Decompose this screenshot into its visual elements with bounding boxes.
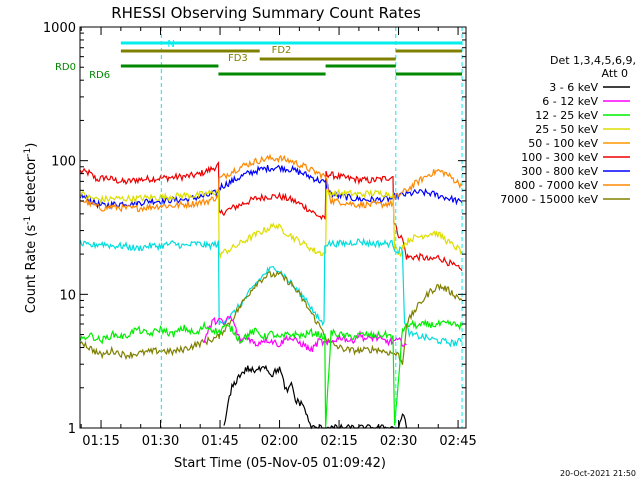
legend-entry-6: 300 - 800 keV bbox=[521, 165, 598, 178]
series-s_6_12 bbox=[203, 315, 407, 353]
x-tick-label-3: 02:00 bbox=[261, 434, 298, 449]
y-axis-label: Count Rate (s-1 detector-1) bbox=[23, 143, 39, 314]
y-axis-label-main: Count Rate (s bbox=[24, 225, 39, 314]
y-axis-label-mid: detector bbox=[24, 156, 39, 216]
series-s_12_25_cyan bbox=[79, 237, 463, 348]
plot-frame bbox=[79, 26, 467, 429]
chart-title: RHESSI Observing Summary Count Rates bbox=[111, 4, 421, 22]
series-s_100_300 bbox=[79, 161, 463, 272]
x-tick-label-1: 01:30 bbox=[142, 434, 179, 449]
series-s_12_25 bbox=[79, 318, 463, 429]
y-tick-label-0: 1 bbox=[68, 422, 76, 437]
flag-rd0-label: RD0 bbox=[55, 62, 76, 73]
legend-header-2: Att 0 bbox=[602, 67, 628, 80]
legend-entry-5: 100 - 300 keV bbox=[521, 151, 598, 164]
x-tick-label-2: 01:45 bbox=[201, 434, 238, 449]
x-tick-label-6: 02:45 bbox=[439, 434, 476, 449]
y-tick-label-2: 100 bbox=[51, 155, 76, 170]
legend-entry-0: 3 - 6 keV bbox=[549, 81, 598, 94]
y-axis-label-end: ) bbox=[24, 143, 39, 148]
legend-entry-8: 7000 - 15000 keV bbox=[500, 193, 598, 206]
legend-entry-1: 6 - 12 keV bbox=[542, 95, 598, 108]
series-s_300_800 bbox=[79, 164, 463, 210]
legend-entry-2: 12 - 25 keV bbox=[535, 109, 598, 122]
series-s_800_7000 bbox=[80, 153, 463, 213]
legend-entry-7: 800 - 7000 keV bbox=[514, 179, 598, 192]
y-axis-label-sup2: -1 bbox=[23, 148, 33, 157]
legend-entry-3: 25 - 50 keV bbox=[535, 123, 598, 136]
flag-n-label: N bbox=[167, 39, 174, 50]
legend-entry-4: 50 - 100 keV bbox=[528, 137, 598, 150]
y-tick-label-1: 10 bbox=[59, 288, 76, 303]
x-tick-label-4: 02:15 bbox=[320, 434, 357, 449]
x-tick-label-0: 01:15 bbox=[82, 434, 119, 449]
y-axis-label-sup1: -1 bbox=[23, 216, 33, 225]
series-s_50_100 bbox=[79, 188, 463, 259]
flag-fd2-label: FD2 bbox=[272, 45, 292, 56]
legend-header-1: Det 1,3,4,5,6,9, bbox=[550, 54, 636, 67]
flag-fd3-label: FD3 bbox=[228, 53, 248, 64]
footer-date: 20-Oct-2021 21:50 bbox=[560, 469, 636, 478]
x-tick-label-5: 02:30 bbox=[380, 434, 417, 449]
x-axis-label: Start Time (05-Nov-05 01:09:42) bbox=[174, 456, 386, 471]
flag-rd6-label: RD6 bbox=[89, 70, 110, 81]
y-tick-label-3: 1000 bbox=[43, 21, 76, 36]
